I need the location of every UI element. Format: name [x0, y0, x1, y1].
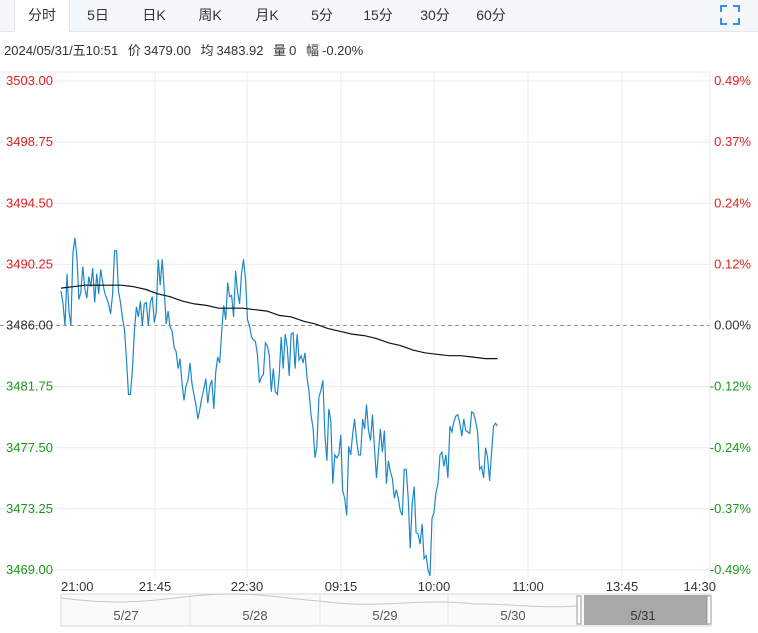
y-tick-label: 3498.75 — [6, 134, 53, 149]
tab-daily-k[interactable]: 日K — [142, 7, 166, 23]
y-pct-tick-label: 0.49% — [714, 73, 751, 88]
x-tick-label: 14:30 — [683, 579, 716, 594]
y-pct-tick-label: 0.24% — [714, 195, 751, 210]
x-tick-label: 22:30 — [231, 579, 264, 594]
y-axis-percent: 0.49% 0.37% 0.24% 0.12% 0.00% -0.12% -0.24% -0.… — [710, 73, 752, 577]
quote-datetime: 2024/05/31/五10:51 — [4, 43, 119, 58]
y-pct-tick-label: -0.37% — [710, 501, 752, 516]
volume-label: 量 — [273, 43, 287, 58]
tab-intraday[interactable]: 分时 — [14, 0, 70, 32]
tab-15min[interactable]: 15分 — [363, 7, 393, 23]
change-label: 幅 — [306, 43, 320, 58]
average-price-line — [60, 284, 498, 360]
y-tick-label: 3494.50 — [6, 195, 53, 210]
y-tick-label: 3503.00 — [6, 73, 53, 88]
navigator-left-handle — [576, 595, 582, 625]
avg-value: 3483.92 — [216, 43, 264, 58]
y-pct-tick-label: 0.37% — [714, 134, 751, 149]
x-tick-label: 13:45 — [606, 579, 639, 594]
y-pct-tick-label: 0.00% — [714, 318, 751, 333]
navigator-date-label: 5/30 — [500, 608, 525, 623]
tab-60min[interactable]: 60分 — [476, 7, 506, 23]
navigator-date-label: 5/27 — [113, 608, 138, 623]
navigator-date-label: 5/28 — [242, 608, 267, 623]
tab-5day[interactable]: 5日 — [87, 7, 109, 23]
period-tab-bar: 分时 5日 日K 周K 月K 5分 15分 30分 60分 — [0, 0, 758, 32]
price-label: 价 — [127, 43, 141, 58]
price-line — [60, 237, 498, 576]
navigator-date-label: 5/29 — [372, 608, 397, 623]
x-tick-label: 21:45 — [139, 579, 172, 594]
y-tick-label: 3490.25 — [6, 256, 53, 271]
fullscreen-icon[interactable] — [720, 5, 740, 25]
range-navigator: 5/27 5/28 5/29 5/30 5/31 — [60, 593, 712, 627]
y-axis-price: 3503.00 3498.75 3494.50 3490.25 3486.00 3481.… — [6, 73, 53, 577]
y-tick-label: 3473.25 — [6, 501, 53, 516]
y-pct-tick-label: -0.24% — [710, 440, 752, 455]
x-axis-time: 21:00 21:45 22:30 09:15 10:00 11:00 13:45 14:30 — [61, 579, 716, 594]
volume-value: 0 — [289, 43, 297, 58]
tab-30min[interactable]: 30分 — [420, 7, 450, 23]
x-tick-label: 09:15 — [325, 579, 358, 594]
x-tick-label: 10:00 — [418, 579, 451, 594]
y-tick-label: 3469.00 — [6, 562, 53, 577]
y-tick-label: 3481.75 — [6, 379, 53, 394]
x-tick-label: 11:00 — [512, 579, 544, 594]
y-pct-tick-label: -0.12% — [710, 379, 752, 394]
navigator-selected-range — [584, 595, 708, 625]
navigator-date-label: 5/31 — [630, 608, 655, 623]
tab-5min[interactable]: 5分 — [311, 7, 333, 23]
tab-monthly-k[interactable]: 月K — [255, 7, 279, 23]
tab-weekly-k[interactable]: 周K — [198, 7, 222, 23]
avg-label: 均 — [200, 43, 214, 58]
navigator-right-handle — [706, 595, 712, 625]
x-tick-label: 21:00 — [61, 579, 94, 594]
navigator-overview-line — [60, 593, 579, 608]
chart-grid — [0, 71, 711, 578]
change-value: -0.20% — [322, 43, 364, 58]
y-pct-tick-label: 0.12% — [714, 256, 751, 271]
price-value: 3479.00 — [143, 43, 191, 58]
y-tick-label: 3486.00 — [6, 318, 53, 333]
y-tick-label: 3477.50 — [6, 440, 53, 455]
y-pct-tick-label: -0.49% — [710, 562, 752, 577]
